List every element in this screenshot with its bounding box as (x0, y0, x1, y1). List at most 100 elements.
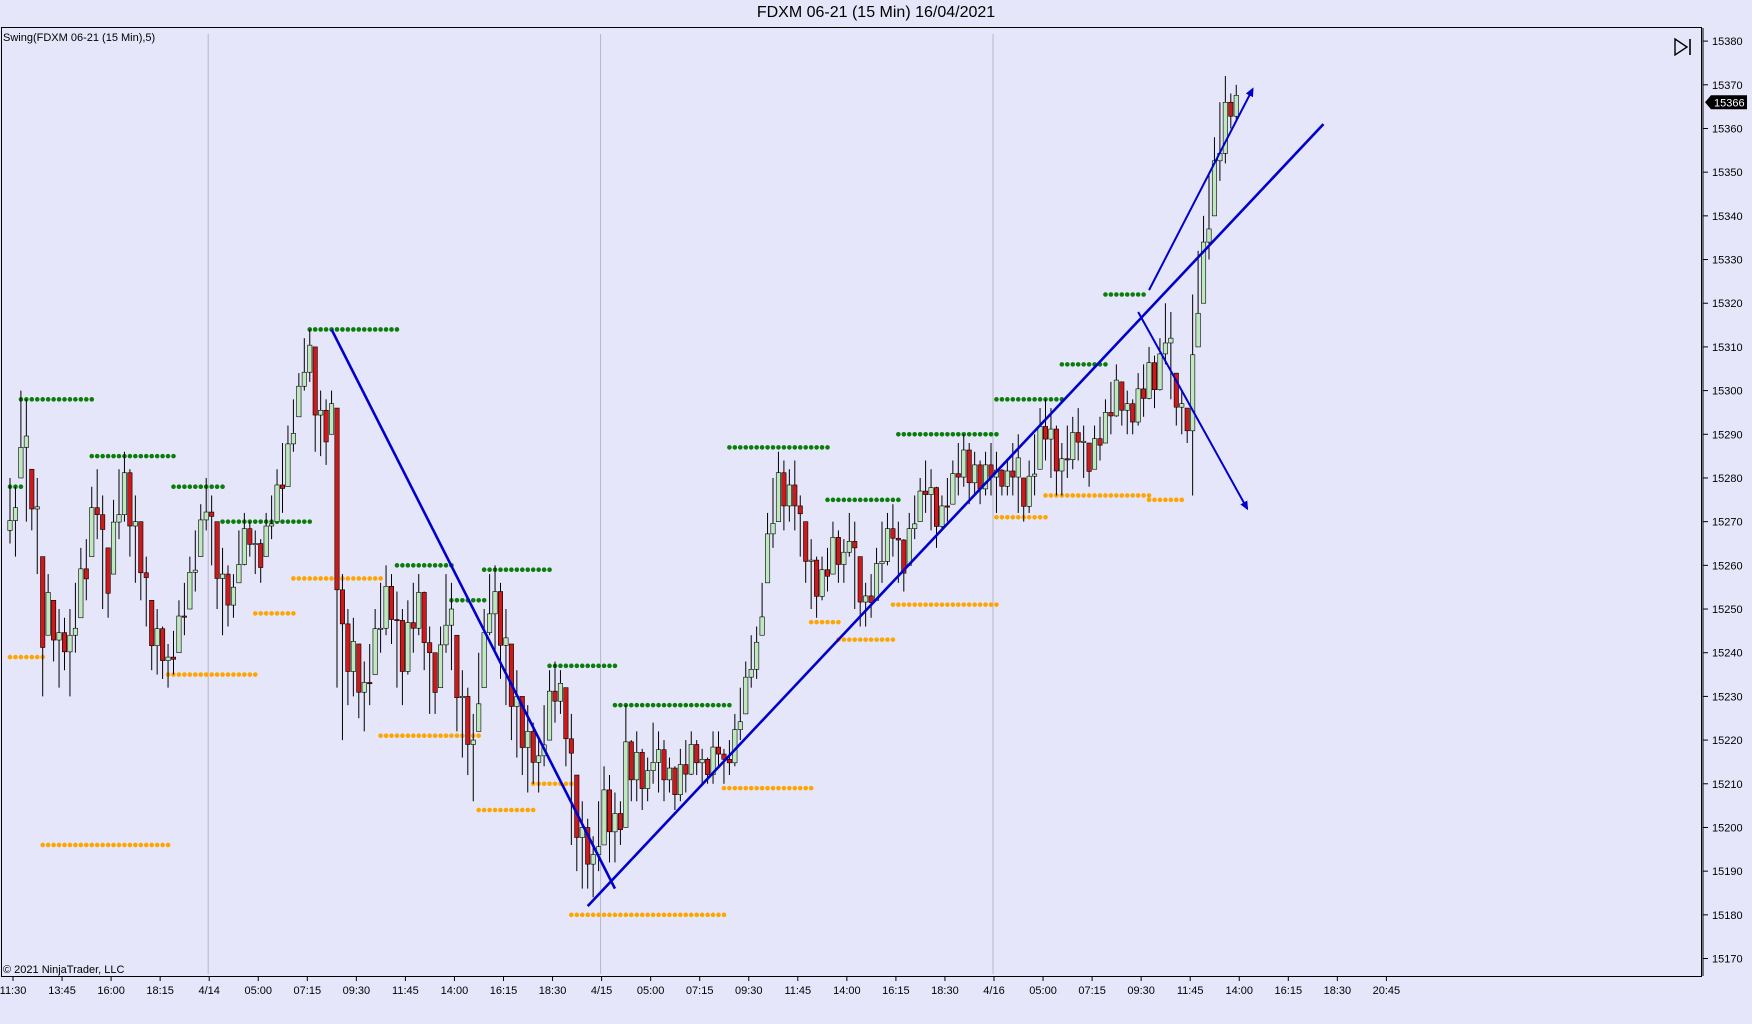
swing-high-dot (340, 327, 345, 332)
swing-high-dot (416, 563, 422, 568)
y-tick-label: 15290 (1712, 429, 1743, 441)
swing-low-dot (100, 842, 105, 848)
candle-up (819, 569, 825, 597)
candle-down (1173, 372, 1179, 408)
candle-down (323, 409, 329, 443)
swing-low-dot (966, 602, 972, 607)
swing-high-dot (252, 519, 258, 524)
swing-low-dot (1168, 497, 1174, 503)
candle-up (329, 403, 335, 435)
swing-high-dot (672, 702, 678, 708)
swing-high-dot (323, 327, 329, 332)
swing-low-dot (797, 785, 803, 791)
candle-down (1010, 470, 1016, 478)
candle-down (1228, 101, 1234, 117)
candle-down (454, 634, 460, 699)
candle-down (715, 746, 721, 755)
candle-down (149, 599, 155, 647)
swing-high-dot (541, 567, 547, 573)
swing-low-dot (787, 785, 792, 791)
swing-low-dot (934, 602, 939, 607)
candle-down (895, 537, 901, 541)
swing-low-dot (318, 576, 323, 581)
candle-up (45, 592, 51, 636)
time-axis: 11:30 13:45 16:00 18:15 4/14 05:00 07:15 09:30 1… (0, 976, 1400, 997)
arrow-drawing[interactable] (1137, 311, 1249, 511)
candle-down (1086, 442, 1092, 472)
candle-up (1233, 94, 1239, 117)
candle-down (683, 764, 689, 775)
candle-up (983, 464, 989, 490)
swing-low-dot (1081, 493, 1086, 498)
swing-low-dot (383, 733, 389, 739)
swing-low-dot (432, 733, 438, 739)
arrow-drawing[interactable] (1148, 87, 1254, 291)
swing-low-dot (252, 611, 258, 616)
plot-area[interactable] (1, 27, 1702, 977)
swing-low-dot (808, 619, 814, 625)
scroll-to-end-icon[interactable] (1672, 36, 1694, 58)
swing-high-dot (890, 497, 896, 503)
candle-down (563, 687, 569, 740)
swing-high-dot (596, 663, 601, 669)
swing-high-dot (372, 327, 378, 332)
candle-down (51, 599, 57, 641)
candle-down (1075, 432, 1081, 443)
swing-high-dot (738, 445, 743, 450)
swing-high-dot (171, 453, 176, 459)
swing-high-dot (1037, 397, 1043, 402)
swing-low-dot (917, 602, 923, 607)
x-tick-label: 18:15 (146, 985, 174, 997)
candle-down (100, 514, 106, 530)
swing-high-dot (149, 453, 154, 459)
x-tick-label: 14:00 (1225, 985, 1253, 997)
candle-down (247, 528, 253, 545)
candle-up (623, 741, 629, 828)
swing-low-dot (819, 619, 825, 625)
candle-down (399, 620, 405, 672)
swing-high-dot (111, 453, 116, 459)
x-tick-label: 13:45 (48, 985, 76, 997)
swing-low-dot (961, 602, 967, 607)
swing-low-dot (754, 785, 759, 791)
swing-high-dot (819, 445, 825, 450)
swing-high-dot (67, 397, 73, 402)
candle-up (1059, 458, 1065, 472)
swing-high-dot (612, 663, 618, 669)
candle-down (999, 469, 1005, 487)
trendline-drawing[interactable] (586, 123, 1325, 907)
trendline-drawing[interactable] (330, 328, 617, 890)
swing-high-dot (776, 445, 781, 450)
swing-high-dot (34, 397, 40, 402)
candle-down (628, 741, 634, 781)
swing-low-dot (792, 785, 798, 791)
swing-low-dot (1108, 493, 1114, 498)
y-tick-label: 15230 (1712, 691, 1743, 703)
swing-high-dot (1081, 362, 1086, 367)
candle-up (383, 586, 389, 629)
candle-down (225, 573, 231, 606)
swing-high-dot (460, 597, 465, 603)
swing-low-dot (563, 781, 569, 787)
swing-high-dot (639, 702, 645, 708)
candle-down (726, 759, 732, 764)
swing-low-dot (84, 842, 89, 848)
swing-low-dot (727, 785, 732, 791)
swing-low-dot (541, 781, 547, 787)
swing-high-dot (520, 567, 525, 573)
swing-high-dot (792, 445, 798, 450)
swing-low-dot (509, 807, 514, 813)
swing-low-dot (972, 602, 977, 607)
candle-up (269, 523, 275, 527)
x-tick-label: 11:45 (392, 985, 419, 997)
candle-down (1130, 403, 1136, 423)
swing-high-dot (732, 445, 738, 450)
x-tick-label: 05:00 (244, 985, 272, 997)
candle-up (301, 371, 307, 387)
swing-low-dot (24, 654, 29, 660)
candle-up (1004, 470, 1010, 487)
candle-down (977, 464, 983, 490)
candle-up (121, 472, 127, 515)
swing-high-dot (585, 663, 590, 669)
